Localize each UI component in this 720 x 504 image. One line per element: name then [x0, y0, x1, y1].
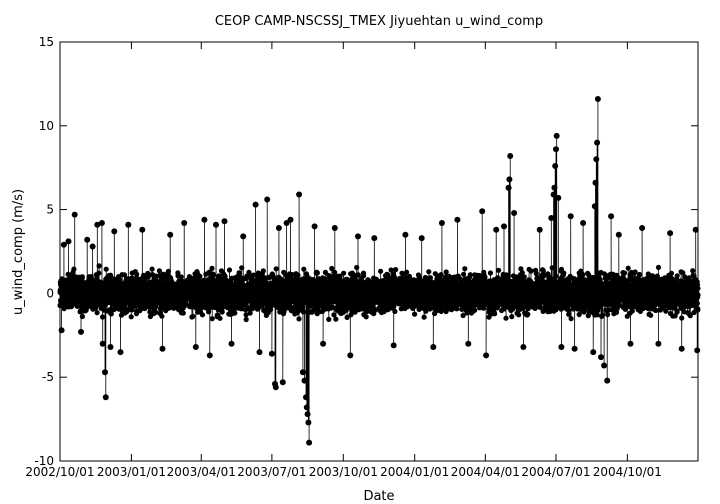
- data-point: [295, 272, 301, 278]
- data-point: [260, 268, 266, 274]
- data-point: [232, 310, 238, 316]
- data-point: [461, 271, 467, 277]
- data-point: [209, 265, 215, 271]
- data-point: [378, 268, 384, 274]
- data-point: [145, 274, 151, 280]
- chart-title: CEOP CAMP-NSCSSJ_TMEX Jiyuehtan u_wind_c…: [215, 14, 543, 29]
- data-point: [153, 309, 159, 315]
- data-point: [528, 268, 534, 274]
- data-point: [180, 310, 186, 316]
- data-point: [525, 311, 531, 317]
- data-point: [438, 272, 444, 278]
- data-point: [209, 316, 215, 322]
- data-point: [94, 275, 100, 282]
- data-point: [273, 266, 279, 272]
- data-point: [505, 273, 511, 279]
- data-point: [79, 313, 85, 320]
- data-point: [314, 270, 320, 276]
- data-point: [156, 268, 162, 274]
- data-point: [354, 264, 360, 271]
- data-point: [159, 313, 165, 319]
- data-point: [103, 266, 109, 272]
- data-point: [94, 310, 100, 316]
- data-point: [467, 272, 473, 278]
- data-point: [480, 305, 487, 311]
- data-layer: [57, 96, 701, 446]
- data-point: [363, 314, 369, 320]
- data-point: [154, 278, 160, 284]
- data-point: [108, 311, 114, 317]
- data-point: [107, 272, 114, 278]
- data-point: [128, 314, 134, 320]
- data-point: [190, 313, 196, 319]
- data-point: [426, 269, 432, 275]
- data-point: [482, 274, 488, 280]
- data-point: [503, 315, 509, 321]
- data-point: [301, 266, 307, 272]
- data-point: [421, 314, 427, 320]
- data-point: [341, 270, 347, 276]
- data-point: [509, 314, 515, 320]
- data-point: [296, 316, 302, 322]
- data-point: [243, 316, 249, 323]
- data-point: [217, 315, 223, 321]
- data-point: [96, 270, 102, 276]
- data-point: [392, 308, 398, 314]
- data-point: [210, 272, 216, 278]
- data-point: [492, 311, 498, 317]
- data-point: [516, 312, 522, 318]
- data-point: [412, 311, 418, 317]
- data-point: [199, 312, 206, 318]
- data-point: [197, 273, 203, 279]
- data-point: [300, 304, 306, 310]
- data-point: [129, 307, 135, 313]
- data-point: [239, 265, 245, 271]
- data-point: [134, 271, 140, 277]
- data-point: [121, 272, 128, 278]
- data-point: [219, 309, 225, 315]
- data-point: [149, 266, 155, 272]
- data-point: [165, 268, 171, 274]
- data-point: [326, 316, 332, 322]
- data-point: [496, 267, 502, 273]
- data-point: [361, 273, 367, 279]
- data-point: [226, 267, 233, 273]
- data-point: [521, 274, 527, 280]
- data-point: [333, 316, 339, 322]
- data-point: [393, 267, 399, 273]
- data-point: [96, 263, 102, 269]
- data-point: [472, 307, 478, 313]
- data-point: [71, 266, 77, 272]
- data-point: [247, 310, 253, 316]
- data-point: [100, 314, 106, 320]
- data-point: [462, 266, 468, 272]
- data-point: [487, 270, 493, 276]
- data-point: [178, 274, 184, 280]
- data-point: [79, 274, 85, 280]
